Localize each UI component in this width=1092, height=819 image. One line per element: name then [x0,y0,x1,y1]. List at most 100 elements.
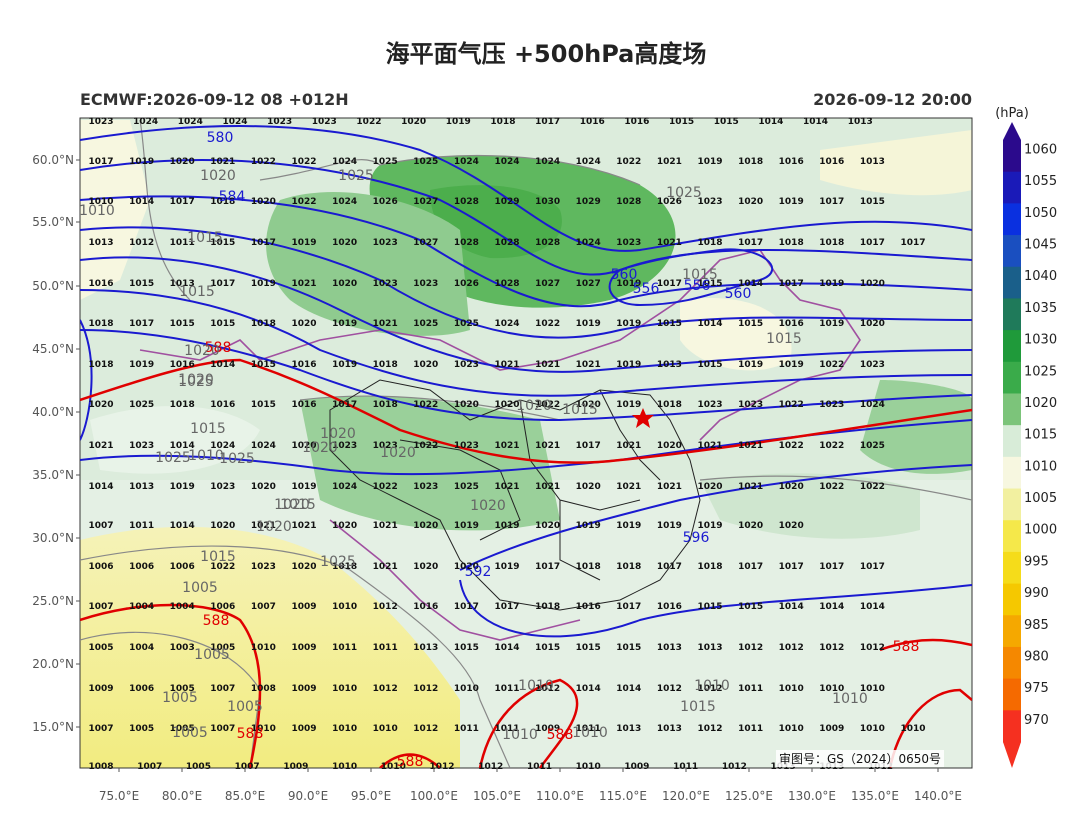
slp-contour-label: 1020 [380,445,416,461]
pressure-value: 1017 [129,319,154,329]
colorbar-segment [1003,298,1021,331]
pressure-value: 1025 [413,319,438,329]
height-contour-label: 580 [207,130,234,146]
slp-contour-label: 1020 [470,498,506,514]
colorbar-unit: (hPa) [995,106,1029,121]
pressure-value: 1019 [616,279,641,289]
pressure-value: 1015 [454,643,479,653]
pressure-value: 1020 [210,521,235,531]
longitude-label: 135.0°E [851,789,899,803]
pressure-value: 1015 [576,643,601,653]
pressure-value: 1020 [251,197,276,207]
longitude-label: 90.0°E [288,789,328,803]
pressure-value: 1012 [373,684,398,694]
slp-contour-label: 1015 [682,267,718,283]
pressure-value: 1015 [697,279,722,289]
pressure-value: 1014 [758,117,783,127]
colorbar-level-label: 990 [1024,586,1049,601]
pressure-value: 1005 [129,724,154,734]
pressure-value: 1021 [697,441,722,451]
colorbar-max-triangle [1003,122,1021,140]
pressure-value: 1024 [332,157,357,167]
pressure-value: 1024 [860,400,885,410]
pressure-value: 1024 [576,238,601,248]
pressure-value: 1021 [291,521,316,531]
pressure-value: 1024 [332,197,357,207]
pressure-value: 1027 [413,238,438,248]
pressure-value: 1019 [616,319,641,329]
pressure-value: 1022 [373,482,398,492]
pressure-value: 1006 [88,562,113,572]
pressure-value: 1019 [251,279,276,289]
pressure-value: 1021 [373,521,398,531]
pressure-value: 1010 [251,724,276,734]
slp-contour-label: 1020 [200,168,236,184]
pressure-value: 1015 [697,602,722,612]
pressure-value: 1021 [535,482,560,492]
pressure-value: 1023 [413,482,438,492]
pressure-value: 1019 [779,360,804,370]
pressure-value: 1021 [251,521,276,531]
height-contour-label: 588 [547,727,574,743]
latitude-label: 25.0°N [32,594,74,608]
colorbar-level-label: 980 [1024,649,1049,664]
pressure-value: 1020 [454,400,479,410]
pressure-value: 1015 [714,117,739,127]
pressure-value: 1019 [454,521,479,531]
pressure-value: 1019 [291,238,316,248]
pressure-value: 1021 [657,238,682,248]
pressure-value: 1016 [170,360,195,370]
pressure-value: 1007 [235,762,260,772]
pressure-value: 1010 [88,197,113,207]
pressure-value: 1018 [373,360,398,370]
pressure-value: 1024 [332,482,357,492]
latitude-label: 55.0°N [32,215,74,229]
pressure-value: 1017 [738,562,763,572]
colorbar-segment [1003,393,1021,426]
height-contour-label: 556 [633,281,660,297]
slp-contour-label: 1025 [666,185,702,201]
pressure-value: 1012 [657,684,682,694]
pressure-value: 1010 [381,762,406,772]
longitude-label: 95.0°E [351,789,391,803]
pressure-value: 1022 [779,441,804,451]
pressure-value: 1012 [129,238,154,248]
colorbar-level-label: 970 [1024,713,1049,728]
pressure-value: 1011 [576,724,601,734]
pressure-value: 1007 [88,521,113,531]
slp-contour-label: 1015 [190,421,226,437]
slp-contour-label: 1020 [274,497,310,513]
pressure-value: 1019 [129,360,154,370]
pressure-value: 1018 [616,562,641,572]
pressure-value: 1014 [697,319,722,329]
pressure-value: 1016 [779,319,804,329]
height-contour-label: 588 [203,613,230,629]
pressure-value: 1018 [210,197,235,207]
height-contour-label: 592 [465,564,492,580]
longitude-label: 140.0°E [914,789,962,803]
pressure-value: 1021 [657,482,682,492]
slp-contour-label: 1005 [182,580,218,596]
pressure-value: 1020 [576,482,601,492]
slp-contour-label: 1020 [256,519,292,535]
pressure-value: 1005 [186,762,211,772]
pressure-value: 1004 [129,602,154,612]
pressure-value: 1006 [129,562,154,572]
pressure-value: 1012 [819,643,844,653]
slp-contour-label: 1010 [518,678,554,694]
pressure-value: 1024 [576,157,601,167]
pressure-value: 1009 [535,724,560,734]
pressure-value: 1019 [657,521,682,531]
pressure-value: 1026 [373,197,398,207]
pressure-value: 1017 [657,279,682,289]
pressure-value: 1022 [210,562,235,572]
pressure-value: 1024 [222,117,247,127]
pressure-value: 1016 [580,117,605,127]
pressure-value: 1011 [332,643,357,653]
longitude-label: 105.0°E [473,789,521,803]
pressure-value: 1022 [413,441,438,451]
pressure-value: 1017 [576,441,601,451]
pressure-value: 1023 [373,279,398,289]
pressure-value: 1019 [576,319,601,329]
pressure-value: 1029 [576,197,601,207]
